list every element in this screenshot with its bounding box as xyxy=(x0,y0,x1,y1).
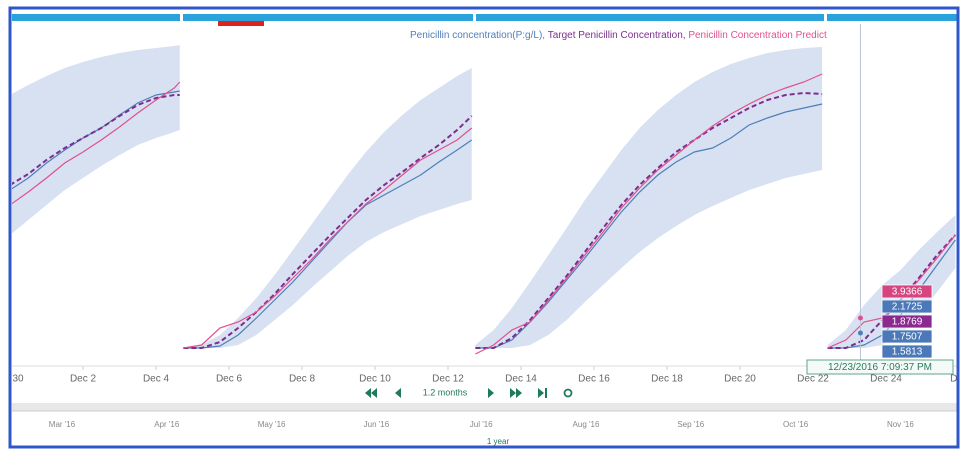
x-axis: 30 Dec 2 Dec 4 Dec 6 Dec 8 Dec 10 Dec 12 Dec 14… xyxy=(12,365,960,385)
prev-button[interactable] xyxy=(395,388,401,398)
plot-area xyxy=(12,24,957,366)
tooltip-date: 12/23/2016 7:09:37 PM xyxy=(828,362,932,373)
nav-controls[interactable] xyxy=(365,388,573,398)
x-tick-label: Dec 16 xyxy=(578,374,610,385)
last-button[interactable] xyxy=(538,388,547,398)
bar-divider xyxy=(473,13,476,22)
confidence-band xyxy=(12,45,180,234)
legend: Penicillin concentration(P:g/L), Target … xyxy=(410,30,827,41)
tooltip-value-box xyxy=(881,344,933,359)
x-tick-label: Dec 2 xyxy=(70,374,97,385)
bar-divider xyxy=(180,13,183,22)
tooltip: 3.9366 2.1725 1.8769 1.7507 1.5813 12/23/2016… xyxy=(806,284,954,375)
forward-button[interactable] xyxy=(510,388,522,398)
navigator-label: Aug '16 xyxy=(573,420,600,429)
confidence-band xyxy=(475,47,823,348)
bar-divider xyxy=(824,13,827,22)
tooltip-value: 3.9366 xyxy=(892,287,923,298)
zoom-label: 1.2 months xyxy=(423,387,468,397)
frame xyxy=(8,6,960,449)
x-tick-label: Dec 24 xyxy=(870,374,902,385)
x-tick-label: Dec 14 xyxy=(505,374,537,385)
tooltip-value: 2.1725 xyxy=(892,302,923,313)
navigator-label: Apr '16 xyxy=(154,420,180,429)
next-button[interactable] xyxy=(488,388,494,398)
x-tick-label: Dec 8 xyxy=(289,374,316,385)
top-bar xyxy=(12,14,958,21)
tooltip-value-box xyxy=(881,314,933,329)
navigator-labels: Mar '16 Apr '16 May '16 Jun '16 Jul '16 Aug '… xyxy=(49,420,915,429)
x-tick-label: Dec 6 xyxy=(216,374,243,385)
tooltip-value-box xyxy=(881,284,933,299)
series-line xyxy=(12,91,957,349)
navigator-label: Oct '16 xyxy=(783,420,809,429)
navigator-label: Jul '16 xyxy=(470,420,493,429)
navigator-label: Sep '16 xyxy=(677,420,704,429)
cursor-dot xyxy=(857,315,863,321)
navigator-label: Nov '16 xyxy=(887,420,914,429)
navigator-label: Mar '16 xyxy=(49,420,76,429)
tooltip-value: 1.8769 xyxy=(892,317,923,328)
x-tick-label: Dec xyxy=(950,374,960,385)
legend-separator: , xyxy=(683,30,686,41)
navigator-label: May '16 xyxy=(258,420,286,429)
first-button[interactable] xyxy=(365,388,377,398)
legend-text: Penicillin concentration(P:g/L), Target … xyxy=(410,30,827,41)
navigator-range: 1 year xyxy=(487,437,510,446)
x-tick-label: Dec 20 xyxy=(724,374,756,385)
active-marker xyxy=(218,21,264,26)
confidence-band xyxy=(827,215,956,348)
legend-entry[interactable]: Target Penicillin Concentration xyxy=(548,30,683,41)
x-tick-label: Dec 10 xyxy=(359,374,391,385)
series-line xyxy=(12,73,956,355)
legend-entry[interactable]: Penicillin concentration(P:g/L) xyxy=(410,30,542,41)
legend-separator: , xyxy=(542,30,545,41)
x-tick-label: 30 xyxy=(12,374,24,385)
legend-entry[interactable]: Penicillin Concentration Predict xyxy=(688,30,827,41)
refresh-button[interactable] xyxy=(563,388,573,398)
confidence-band xyxy=(183,68,472,348)
tooltip-value: 1.7507 xyxy=(892,332,923,343)
cursor-dot xyxy=(857,330,863,336)
navigator-label: Jun '16 xyxy=(364,420,390,429)
x-tick-label: Dec 12 xyxy=(432,374,464,385)
tooltip-value: 1.5813 xyxy=(892,347,923,358)
navigator-track xyxy=(12,403,958,411)
x-tick-label: Dec 4 xyxy=(143,374,170,385)
x-tick-label: Dec 18 xyxy=(651,374,683,385)
x-tick-label: Dec 22 xyxy=(797,374,829,385)
tooltip-value-box xyxy=(881,329,933,344)
tooltip-value-box xyxy=(881,299,933,314)
tooltip-date-box xyxy=(806,359,954,375)
